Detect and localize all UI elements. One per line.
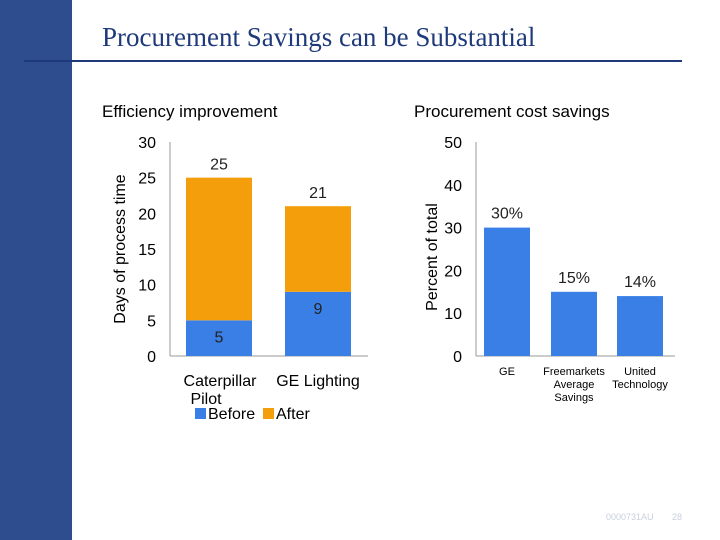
y-tick-label: 25 [138,171,156,188]
y-tick-label: 30 [444,221,462,238]
bar-before-1 [285,291,351,356]
x-category-label: GE Lighting [276,373,360,390]
bar-before-0 [186,320,252,356]
left-chart-title: Efficiency improvement [102,102,278,121]
y-tick-label: 10 [138,278,156,295]
x-category-label: GE [499,366,515,378]
bar-2 [617,296,663,356]
legend-swatch-after [263,408,274,419]
data-label: 15% [558,270,590,287]
bar-1 [551,291,597,356]
y-tick-label: 50 [444,135,462,152]
y-tick-label: 0 [147,349,156,366]
data-label-total: 21 [309,185,327,202]
right-chart-title: Procurement cost savings [414,102,610,121]
legend-swatch-before [195,408,206,419]
data-label: 14% [624,274,656,291]
data-label-before: 9 [314,301,323,318]
x-category-label: Caterpillar Pilot [184,373,258,408]
legend-label-before: Before [208,406,255,423]
x-category-label: United Technology [612,366,668,391]
y-tick-label: 20 [138,206,156,223]
y-tick-label: 10 [444,306,462,323]
y-axis-label: Percent of total [424,203,441,311]
data-label-total: 25 [210,157,228,174]
data-label-before: 5 [215,329,224,346]
x-category-label: Freemarkets Average Savings [543,366,605,404]
sidebar-band [0,0,72,540]
legend-label-after: After [276,406,310,423]
y-tick-label: 20 [444,263,462,280]
y-tick-label: 0 [453,349,462,366]
title-divider [24,60,682,62]
bar-after-1 [285,206,351,292]
bar-0 [484,227,530,356]
bar-after-0 [186,177,252,321]
y-tick-label: 5 [147,313,156,330]
y-tick-label: 15 [138,242,156,259]
y-axis-label: Days of process time [112,174,129,323]
slide-title: Procurement Savings can be Substantial [102,22,536,52]
page-number: 28 [672,512,683,522]
y-tick-label: 40 [444,178,462,195]
data-label: 30% [491,206,523,223]
y-tick-label: 30 [138,135,156,152]
footer-code: 0000731AU [606,512,654,522]
